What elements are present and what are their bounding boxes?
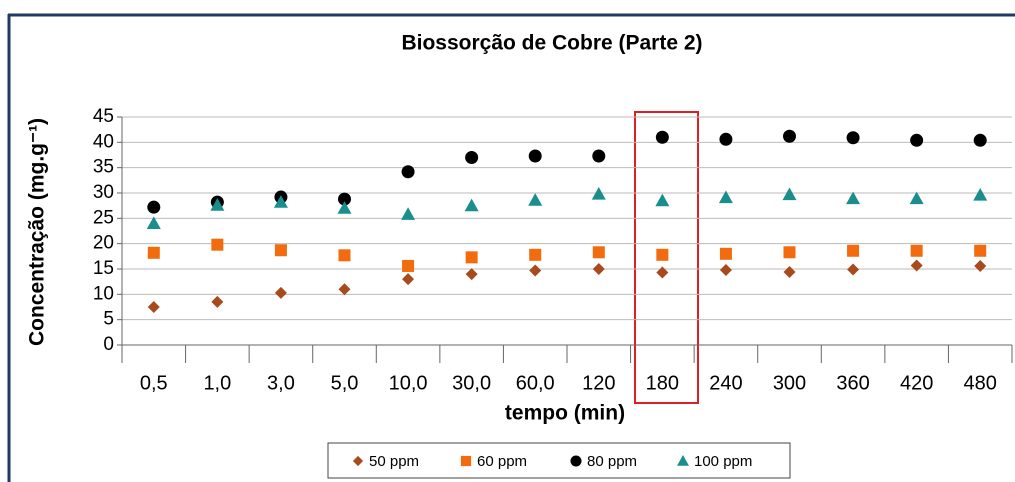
marker: [401, 207, 416, 220]
marker: [656, 248, 669, 261]
legend-marker: [460, 455, 472, 467]
marker: [147, 246, 160, 259]
x-tick-label: 360: [836, 372, 869, 394]
x-tick-label: 60,0: [516, 372, 555, 394]
marker: [655, 130, 669, 144]
marker: [973, 133, 987, 147]
marker: [337, 201, 352, 214]
highlight-box: [634, 111, 699, 404]
y-tick-label: 20: [93, 233, 114, 254]
y-tick-label: 5: [103, 309, 114, 330]
marker: [147, 200, 161, 214]
marker: [528, 149, 542, 163]
marker: [847, 244, 860, 257]
x-tick-label: 30,0: [452, 372, 491, 394]
y-tick-label: 40: [93, 131, 114, 152]
marker: [401, 165, 415, 179]
x-tick-label: 5,0: [331, 372, 359, 394]
marker: [846, 131, 860, 145]
marker: [592, 149, 606, 163]
y-tick-label: 0: [103, 334, 114, 355]
legend-label: 60 ppm: [477, 453, 527, 470]
marker: [591, 187, 606, 200]
marker: [465, 268, 478, 281]
x-tick-label: 420: [900, 372, 933, 394]
marker: [783, 266, 796, 279]
y-tick-label: 35: [93, 157, 114, 178]
x-tick-label: 240: [709, 372, 742, 394]
marker: [910, 133, 924, 147]
marker: [274, 286, 287, 299]
marker: [592, 246, 605, 259]
marker: [592, 263, 605, 275]
legend-marker: [352, 455, 364, 467]
y-tick-label: 25: [93, 207, 114, 228]
y-tick-label: 45: [93, 106, 114, 127]
marker: [146, 216, 161, 229]
x-tick-label: 10,0: [389, 372, 428, 394]
marker: [464, 198, 479, 212]
x-tick-label: 480: [964, 372, 997, 394]
marker: [273, 195, 288, 208]
legend-label: 80 ppm: [587, 453, 637, 470]
x-tick-label: 3,0: [267, 372, 295, 394]
y-tick-label: 30: [93, 182, 114, 203]
marker: [655, 193, 670, 207]
marker: [910, 259, 923, 272]
marker: [719, 247, 732, 260]
legend-label: 100 ppm: [694, 453, 752, 470]
marker: [847, 263, 860, 276]
marker: [211, 238, 224, 251]
marker: [274, 244, 287, 257]
marker: [718, 190, 733, 204]
marker: [719, 132, 733, 146]
marker: [782, 187, 797, 201]
y-axis-label: Concentração (mg.g⁻¹): [26, 118, 49, 346]
marker: [973, 188, 988, 201]
marker: [783, 129, 796, 143]
chart-title: Biossorção de Cobre (Parte 2): [401, 32, 702, 55]
marker: [910, 244, 923, 257]
y-tick-label: 15: [93, 258, 114, 279]
marker: [338, 249, 351, 262]
marker: [338, 192, 351, 206]
marker: [402, 259, 415, 272]
x-tick-label: 0,5: [140, 372, 168, 394]
x-tick-label: 1,0: [203, 372, 231, 394]
marker: [465, 151, 479, 165]
marker: [465, 251, 478, 264]
marker: [529, 264, 542, 277]
marker: [528, 193, 543, 206]
legend-box: [327, 442, 791, 479]
x-axis-label: tempo (min): [505, 402, 625, 425]
marker: [529, 248, 542, 261]
marker: [402, 273, 415, 286]
marker: [719, 264, 732, 277]
marker: [656, 266, 669, 279]
x-tick-label: 180: [646, 372, 679, 394]
legend-marker: [570, 455, 582, 467]
x-tick-label: 300: [773, 372, 806, 394]
legend-label: 50 ppm: [369, 453, 419, 470]
marker: [846, 191, 861, 205]
marker: [211, 295, 224, 308]
legend-marker: [677, 455, 689, 466]
x-tick-label: 120: [582, 372, 615, 394]
y-tick-label: 10: [93, 283, 114, 304]
marker: [338, 283, 351, 296]
marker: [147, 301, 160, 313]
marker: [909, 191, 924, 205]
marker: [783, 246, 796, 259]
marker: [974, 259, 987, 272]
marker: [210, 198, 225, 211]
marker: [974, 244, 987, 257]
